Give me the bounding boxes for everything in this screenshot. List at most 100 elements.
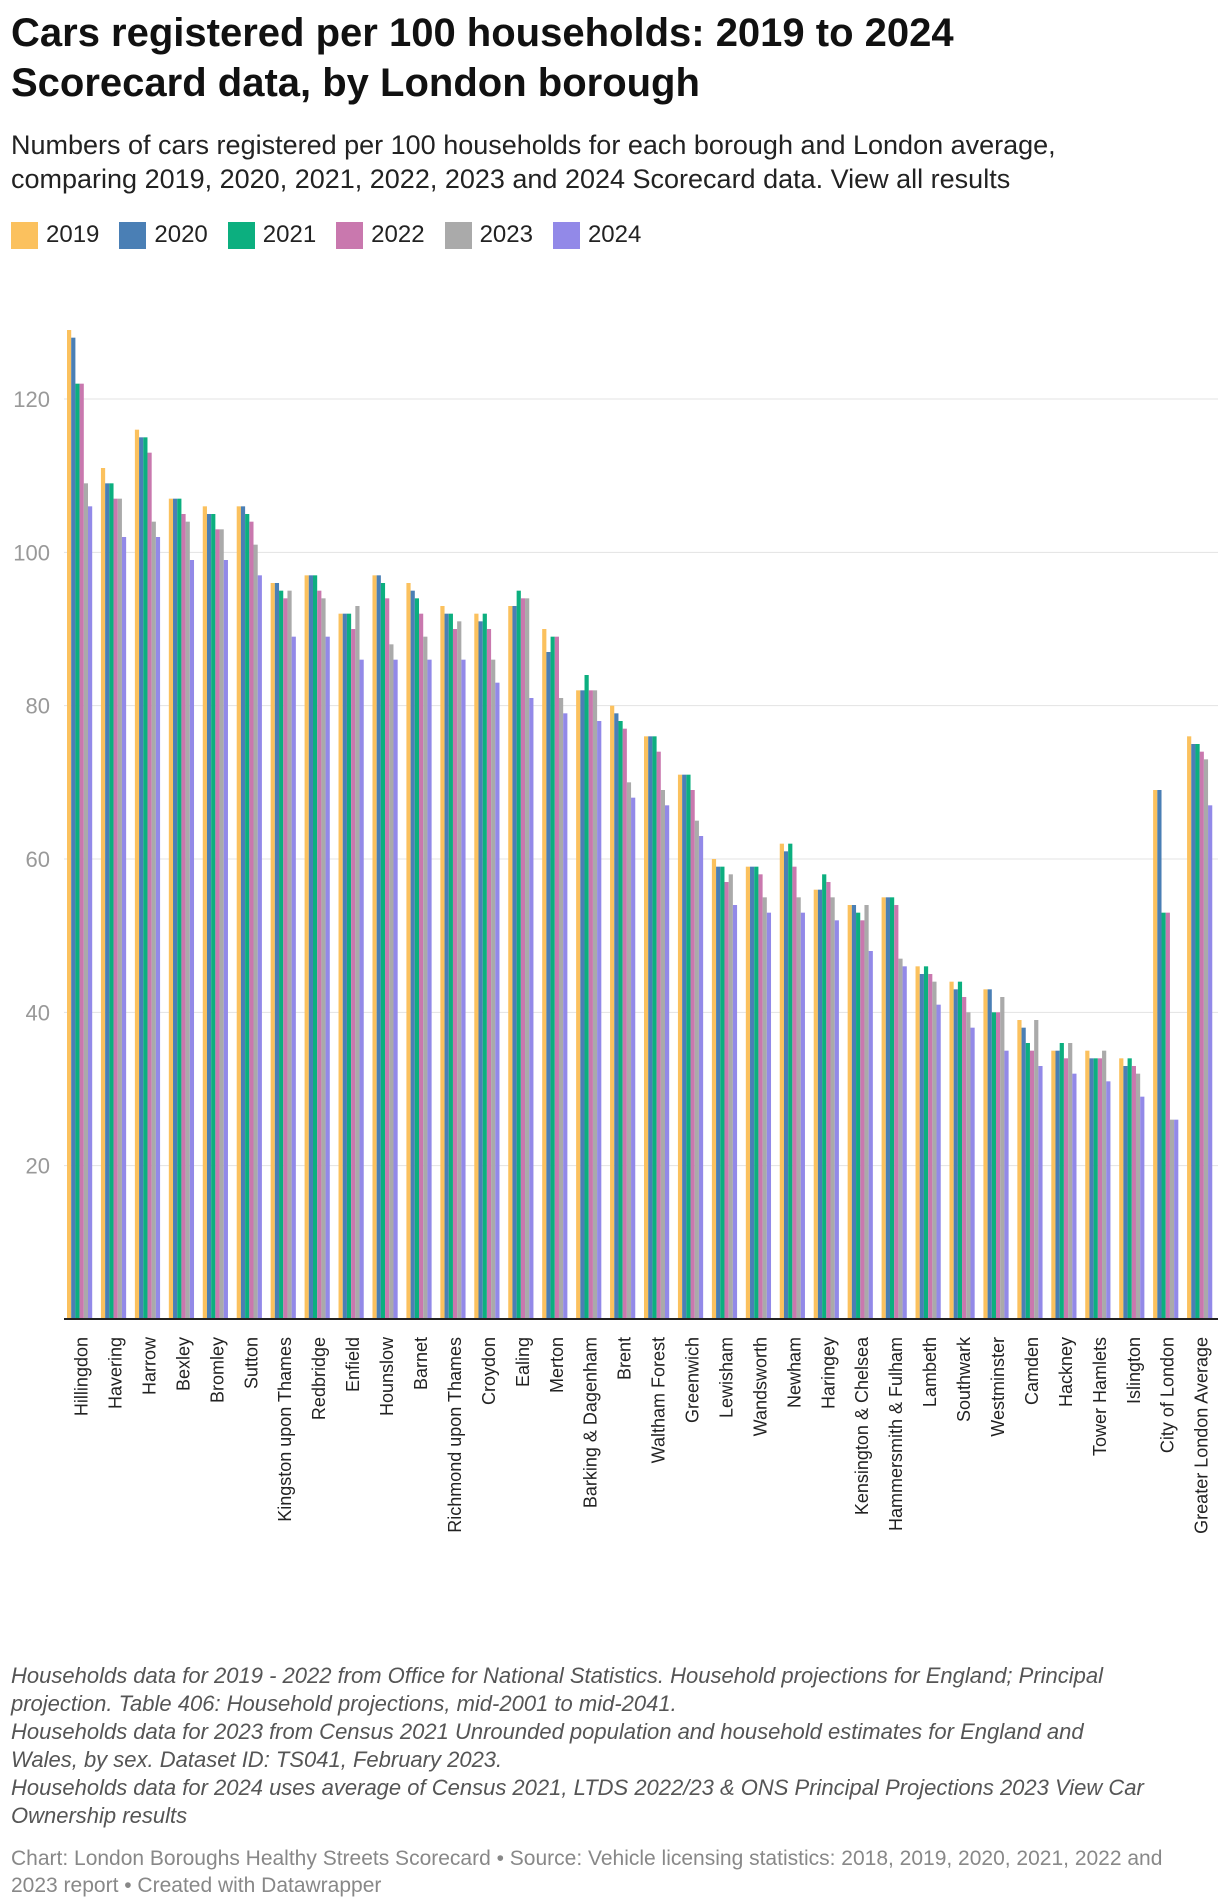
bar-2023-18: [694, 820, 699, 1319]
bar-2024-2: [155, 537, 161, 1319]
bar-2024-20: [766, 912, 772, 1319]
bar-2020-33: [1191, 744, 1196, 1319]
chart-legend: 2019 2020 2021 2022 2023 2024: [11, 219, 661, 251]
chart-credit: Chart: London Boroughs Healthy Streets S…: [11, 1845, 1211, 1899]
bar-2024-23: [868, 951, 873, 1319]
x-tick-label-4: Bromley: [207, 1337, 227, 1403]
legend-item-2024: 2024: [552, 221, 641, 249]
bar-2021-30: [1093, 1058, 1098, 1319]
bar-2023-12: [491, 659, 496, 1319]
bar-2019-25: [915, 966, 920, 1319]
bar-2021-7: [312, 575, 318, 1319]
legend-label-2020: 2020: [154, 221, 208, 248]
x-tick-label-5: Sutton: [241, 1337, 261, 1389]
bar-2022-21: [792, 866, 797, 1319]
bar-2023-4: [219, 529, 224, 1319]
bar-2023-21: [796, 897, 801, 1319]
legend-item-2022: 2022: [336, 221, 425, 249]
bar-2021-32: [1161, 912, 1166, 1319]
bar-2024-30: [1106, 1081, 1111, 1319]
x-tick-label-8: Enfield: [343, 1337, 363, 1392]
bar-2019-17: [644, 736, 649, 1319]
bar-2022-10: [419, 613, 424, 1319]
bar-2023-2: [151, 521, 156, 1319]
bar-2023-13: [525, 598, 530, 1319]
x-tick-label-7: Redbridge: [309, 1337, 329, 1420]
bar-2021-16: [618, 721, 623, 1319]
bar-2024-29: [1072, 1073, 1077, 1319]
bar-2020-14: [546, 652, 551, 1319]
bar-2019-22: [813, 889, 818, 1319]
bar-2024-31: [1140, 1096, 1145, 1319]
bar-2020-18: [682, 774, 687, 1319]
chart-title: Cars registered per 100 households: 2019…: [11, 8, 1201, 108]
x-tick-label-6: Kingston upon Thames: [275, 1337, 295, 1522]
legend-label-2021: 2021: [262, 221, 317, 248]
bar-2021-6: [279, 590, 284, 1319]
x-tick-label-29: Hackney: [1056, 1337, 1076, 1407]
bar-2020-15: [580, 690, 585, 1319]
bar-2020-21: [783, 851, 789, 1319]
bar-2019-16: [610, 705, 615, 1319]
bar-2023-14: [558, 698, 564, 1319]
legend-item-2020: 2020: [119, 221, 208, 249]
bar-2022-3: [181, 514, 186, 1319]
chart-subtitle-line-2: comparing 2019, 2020, 2021, 2022, 2023 a…: [11, 164, 1011, 194]
bar-2024-5: [257, 575, 262, 1319]
bar-2020-23: [851, 905, 857, 1319]
bar-2021-21: [788, 843, 793, 1319]
bar-2020-30: [1089, 1058, 1094, 1319]
bar-2019-2: [134, 429, 140, 1319]
legend-item-2019: 2019: [11, 221, 99, 249]
x-tick-label-18: Greenwich: [683, 1337, 703, 1423]
note-line-5: Households data for 2024 uses average of…: [11, 1775, 1144, 1800]
bar-2024-33: [1208, 805, 1213, 1319]
legend-swatch-2022: [336, 221, 364, 249]
bar-2021-29: [1059, 1043, 1064, 1319]
bar-2023-31: [1135, 1073, 1141, 1319]
bar-2024-27: [1004, 1050, 1009, 1319]
bar-2023-28: [1034, 1020, 1039, 1319]
bar-chart: 20 40 60 80 100 120 Hillingdon Havering Harrow Be…: [13, 330, 1218, 1534]
x-tick-label-26: Southwark: [954, 1336, 974, 1422]
bar-2020-16: [614, 713, 619, 1319]
chart-title-line-1: Cars registered per 100 households: 2019…: [11, 11, 954, 55]
bar-2022-25: [928, 974, 933, 1319]
chart-subtitle: Numbers of cars registered per 100 house…: [11, 128, 1201, 196]
bar-2024-8: [359, 659, 364, 1319]
bar-2019-18: [677, 774, 683, 1319]
bar-2019-32: [1153, 790, 1158, 1319]
bar-2024-11: [461, 659, 466, 1319]
bar-2022-14: [554, 636, 559, 1319]
bar-2020-26: [953, 989, 958, 1319]
bar-2023-20: [762, 897, 767, 1319]
bar-2021-0: [75, 383, 80, 1319]
bar-2022-18: [690, 790, 695, 1319]
x-tick-label-23: Kensington & Chelsea: [852, 1336, 872, 1515]
bar-2021-9: [380, 583, 386, 1319]
bar-2024-28: [1038, 1066, 1043, 1319]
bar-2019-33: [1187, 736, 1192, 1319]
bar-2024-7: [325, 636, 330, 1319]
bar-2021-4: [211, 514, 216, 1319]
x-tick-label-33: Greater London Average: [1192, 1337, 1212, 1534]
bar-2021-22: [822, 874, 827, 1319]
bar-2024-10: [427, 659, 432, 1319]
bar-2019-21: [779, 843, 784, 1319]
bar-2021-10: [414, 598, 420, 1319]
bar-2023-29: [1068, 1043, 1073, 1319]
bar-2022-23: [860, 920, 865, 1319]
x-tick-label-30: Tower Hamlets: [1090, 1337, 1110, 1456]
bar-2024-26: [970, 1027, 975, 1319]
bar-2019-6: [270, 583, 275, 1319]
bar-2023-23: [864, 905, 869, 1319]
x-tick-label-12: Croydon: [479, 1337, 499, 1405]
bar-2020-27: [987, 989, 992, 1319]
bar-2023-32: [1169, 1119, 1175, 1319]
bar-2024-9: [393, 659, 398, 1319]
bar-2019-9: [372, 575, 377, 1319]
bar-2021-24: [889, 897, 895, 1319]
bar-2019-27: [983, 989, 988, 1319]
bar-2023-17: [660, 790, 665, 1319]
bar-2021-5: [245, 514, 250, 1319]
